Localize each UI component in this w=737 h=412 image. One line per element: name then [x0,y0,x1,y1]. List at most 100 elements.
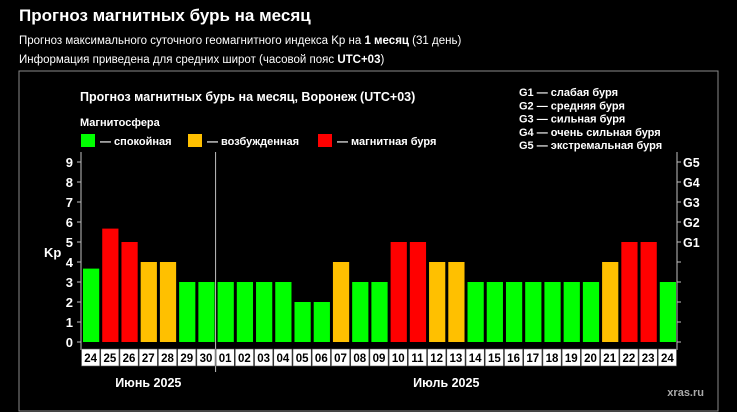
bar-6 [179,282,196,342]
y-tick-2: 2 [66,295,73,310]
page-title: Прогноз магнитных бурь на месяц [19,6,311,25]
bar-26 [563,282,580,342]
x-tick-box-20 [446,348,466,367]
subtitle-latitude-prefix: Информация приведена для средних широт (… [19,54,338,66]
bar-13 [313,302,330,342]
x-tick-box-30 [638,348,658,367]
bar-20 [448,262,465,342]
x-tick-1: 24 [84,353,97,365]
x-tick-26: 19 [565,353,578,365]
y-tick-3: 3 [66,275,73,290]
bar-8 [217,282,234,342]
bar-15 [352,282,369,342]
x-tick-box-15 [350,348,370,367]
bar-31 [659,282,676,342]
x-tick-6: 29 [180,353,193,365]
x-tick-box-1 [81,348,101,367]
x-tick-box-27 [581,348,600,367]
x-tick-box-11 [273,348,293,367]
legend-swatch-3 [318,134,332,147]
x-tick-box-7 [196,348,216,367]
bar-4 [140,262,157,342]
bar-10 [256,282,273,342]
x-tick-17: 10 [392,353,405,365]
subtitle-kp: Прогноз максимального суточного геомагни… [19,35,461,47]
subtitle-kp-bold: 1 месяц [364,35,409,47]
legend-title: Магнитосфера [80,117,161,129]
y-tick-6: 6 [66,215,73,230]
x-tick-box-3 [119,348,139,367]
x-tick-4: 27 [142,353,155,365]
legend-label-2: — возбужденная [207,136,299,148]
month-label-2: Июль 2025 [413,376,479,390]
bar-17 [390,242,407,342]
bar-12 [294,302,311,342]
x-tick-23: 16 [507,353,520,365]
y-tick-0: 0 [66,335,73,350]
subtitle-latitude-suffix: ) [380,54,385,66]
x-tick-16: 09 [373,353,386,365]
right-tick-G2: G2 [683,216,700,230]
bar-18 [409,242,427,342]
x-tick-25: 18 [546,353,559,365]
x-tick-box-6 [177,348,197,367]
x-tick-8: 01 [219,353,232,365]
g-legend-item-5: G5 — экстремальная буря [519,140,662,152]
x-tick-box-17 [388,348,408,367]
bar-22 [486,282,503,342]
x-tick-box-5 [158,348,177,367]
x-tick-box-24 [523,348,543,367]
x-tick-box-14 [331,348,350,367]
x-tick-7: 30 [200,353,213,365]
bar-23 [505,282,523,342]
x-tick-box-12 [292,348,312,367]
y-tick-1: 1 [66,315,73,330]
x-tick-12: 05 [296,353,309,365]
subtitle-latitude: Информация приведена для средних широт (… [19,54,384,66]
chart-frame [18,70,719,412]
y-tick-4: 4 [66,255,74,270]
x-tick-29: 22 [623,353,636,365]
x-tick-box-4 [138,348,158,367]
x-tick-box-31 [657,348,677,367]
g-legend-item-4: G4 — очень сильная буря [519,127,661,139]
y-tick-7: 7 [66,195,73,210]
x-tick-box-29 [619,348,639,367]
x-tick-box-22 [484,348,504,367]
x-tick-19: 12 [430,353,443,365]
x-tick-24: 17 [526,353,539,365]
bar-9 [236,282,254,342]
x-tick-11: 04 [276,353,289,365]
x-tick-20: 13 [450,353,463,365]
x-tick-13: 06 [315,353,328,365]
bar-2 [102,228,119,342]
x-tick-15: 08 [353,353,366,365]
x-tick-box-10 [254,348,274,367]
y-axis-label: Kp [44,245,61,260]
x-tick-10: 03 [257,353,270,365]
bar-27 [582,282,600,342]
bar-25 [544,282,561,342]
x-tick-5: 28 [161,353,174,365]
x-tick-22: 15 [488,353,501,365]
subtitle-kp-suffix: (31 день) [408,35,462,47]
bar-16 [371,282,388,342]
subtitle-kp-prefix: Прогноз максимального суточного геомагни… [19,35,365,47]
x-tick-box-8 [215,348,235,367]
legend-label-1: — спокойная [100,136,172,148]
bar-14 [332,262,350,342]
bar-5 [159,262,177,342]
y-tick-9: 9 [66,155,73,170]
x-tick-box-9 [235,348,254,367]
x-tick-3: 26 [123,353,136,365]
bar-3 [121,242,138,342]
x-tick-21: 14 [469,353,482,365]
g-legend-item-3: G3 — сильная буря [519,114,625,126]
x-tick-box-23 [504,348,523,367]
bar-29 [621,242,638,342]
x-tick-31: 24 [661,353,674,365]
bar-24 [525,282,542,342]
x-tick-box-19 [427,348,447,367]
x-tick-27: 20 [584,353,597,365]
